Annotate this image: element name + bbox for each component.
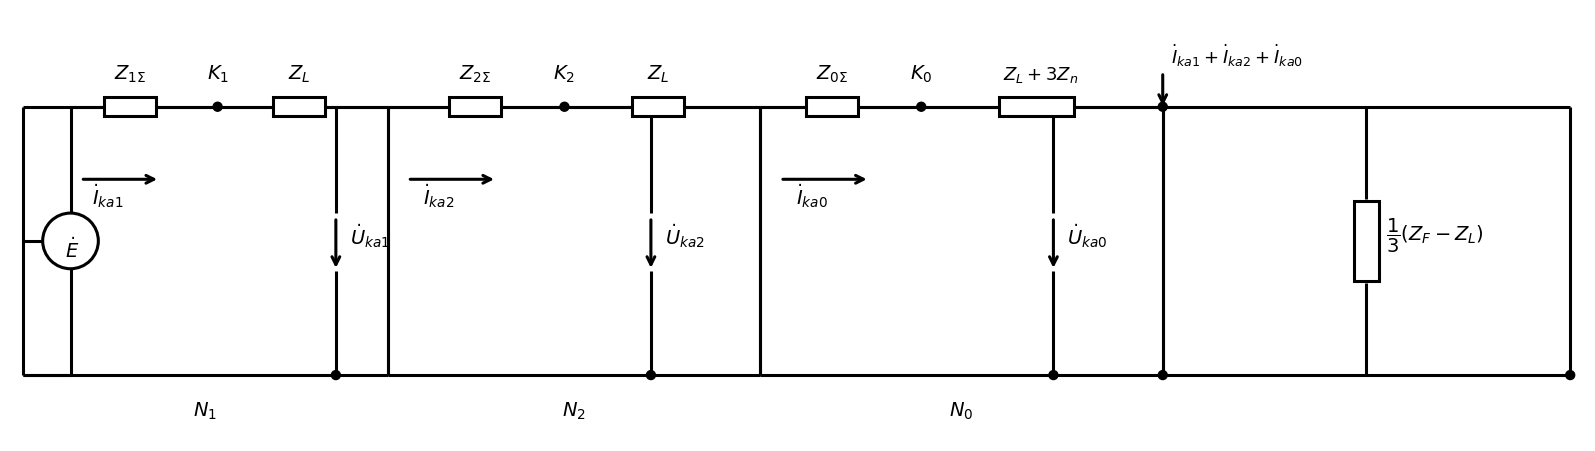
Circle shape — [1158, 371, 1168, 380]
Text: $Z_L+3Z_n$: $Z_L+3Z_n$ — [1003, 65, 1078, 85]
Bar — [104, 97, 156, 116]
Circle shape — [332, 371, 340, 380]
Text: $Z_{0\Sigma}$: $Z_{0\Sigma}$ — [815, 64, 849, 85]
Text: $\dot{U}_{ka1}$: $\dot{U}_{ka1}$ — [349, 222, 389, 250]
Circle shape — [43, 213, 99, 269]
Text: $\dot{I}_{ka1}+\dot{I}_{ka2}+\dot{I}_{ka0}$: $\dot{I}_{ka1}+\dot{I}_{ka2}+\dot{I}_{ka… — [1171, 43, 1303, 69]
Circle shape — [1158, 102, 1168, 111]
Text: $\dot{U}_{ka0}$: $\dot{U}_{ka0}$ — [1067, 222, 1109, 250]
Bar — [273, 97, 325, 116]
Text: $K_2$: $K_2$ — [553, 64, 576, 85]
Text: $Z_L$: $Z_L$ — [646, 64, 670, 85]
Text: $N_1$: $N_1$ — [193, 401, 217, 422]
Text: $K_0$: $K_0$ — [911, 64, 933, 85]
Text: $N_0$: $N_0$ — [949, 401, 973, 422]
Text: $\dot{I}_{ka2}$: $\dot{I}_{ka2}$ — [424, 182, 455, 210]
Circle shape — [1566, 371, 1574, 380]
Text: $\dfrac{1}{3}(Z_F-Z_L)$: $\dfrac{1}{3}(Z_F-Z_L)$ — [1386, 217, 1483, 255]
Text: $K_1$: $K_1$ — [206, 64, 228, 85]
Circle shape — [646, 371, 656, 380]
Bar — [998, 97, 1075, 116]
Text: $N_2$: $N_2$ — [561, 401, 585, 422]
Circle shape — [917, 102, 925, 111]
Bar — [632, 97, 684, 116]
Bar — [1354, 201, 1380, 281]
Bar — [450, 97, 501, 116]
Circle shape — [1050, 371, 1057, 380]
Text: $Z_L$: $Z_L$ — [287, 64, 311, 85]
Text: $\dot{I}_{ka1}$: $\dot{I}_{ka1}$ — [93, 182, 124, 210]
Circle shape — [214, 102, 222, 111]
Bar — [805, 97, 858, 116]
Text: $\dot{E}$: $\dot{E}$ — [65, 238, 80, 262]
Text: $Z_{2\Sigma}$: $Z_{2\Sigma}$ — [459, 64, 491, 85]
Text: $\dot{U}_{ka2}$: $\dot{U}_{ka2}$ — [665, 222, 705, 250]
Text: $\dot{I}_{ka0}$: $\dot{I}_{ka0}$ — [796, 182, 828, 210]
Circle shape — [560, 102, 569, 111]
Text: $Z_{1\Sigma}$: $Z_{1\Sigma}$ — [113, 64, 147, 85]
